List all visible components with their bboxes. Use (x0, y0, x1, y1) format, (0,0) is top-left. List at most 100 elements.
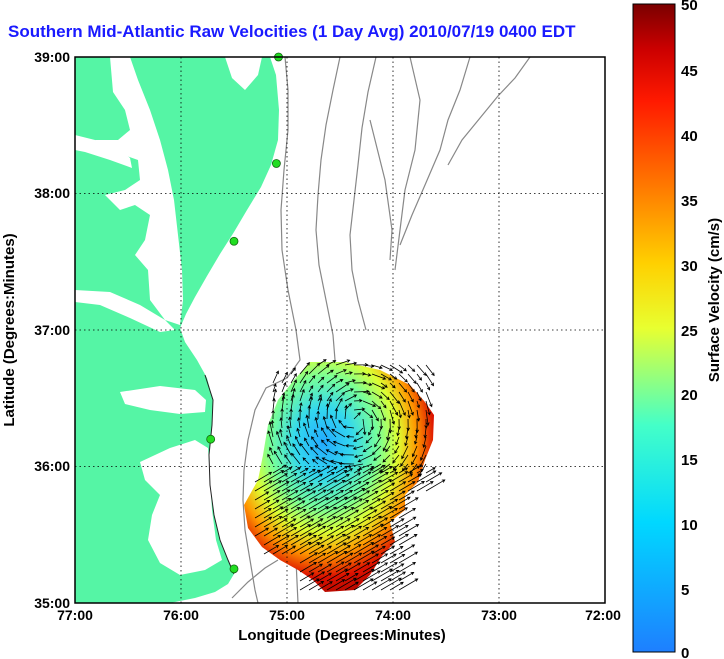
velocity-arrow (281, 381, 287, 393)
colorbar-tick: 30 (681, 258, 698, 275)
velocity-arrow (344, 468, 354, 474)
velocity-arrow (425, 364, 435, 377)
velocity-arrow (254, 471, 273, 483)
velocity-arrow (380, 391, 390, 401)
velocity-arrow (326, 391, 334, 402)
velocity-arrow (254, 480, 273, 492)
velocity-arrow (311, 458, 319, 465)
velocity-arrow (326, 568, 349, 582)
velocity-arrow (380, 400, 387, 409)
velocity-arrow (416, 400, 421, 409)
velocity-arrow (389, 364, 404, 374)
velocity-arrow (353, 516, 372, 528)
velocity-arrow (353, 527, 370, 537)
velocity-arrow (263, 480, 282, 492)
velocity-arrow (283, 441, 292, 456)
velocity-arrow (344, 361, 358, 366)
velocity-arrow (416, 391, 422, 402)
map-plot-area[interactable] (74, 52, 606, 604)
velocity-arrow (308, 525, 327, 537)
velocity-arrow (355, 427, 364, 436)
velocity-arrow (290, 379, 297, 393)
velocity-arrow (317, 376, 325, 384)
velocity-arrow (299, 490, 317, 501)
x-tick: 74:00 (375, 607, 411, 623)
velocity-arrow (263, 506, 284, 519)
velocity-arrow (398, 373, 408, 383)
velocity-arrow (281, 535, 299, 546)
velocity-arrow (302, 457, 310, 465)
velocity-arrow (320, 427, 328, 438)
velocity-arrow (317, 545, 333, 555)
velocity-arrow (335, 518, 351, 528)
velocity-arrow (371, 364, 383, 370)
x-tick: 76:00 (163, 607, 199, 623)
velocity-arrow (380, 498, 399, 510)
velocity-arrow (415, 418, 419, 434)
colorbar-tick: 40 (681, 128, 698, 145)
velocity-arrow (272, 545, 289, 555)
velocity-arrow (326, 561, 345, 573)
velocity-arrow (317, 479, 338, 492)
velocity-arrow (389, 546, 404, 555)
velocity-arrow (344, 525, 363, 537)
velocity-arrow (398, 524, 420, 537)
velocity-arrow (416, 409, 421, 422)
velocity-arrow (401, 463, 409, 472)
velocity-arrow (308, 392, 313, 402)
velocity-arrow (290, 393, 295, 411)
velocity-arrow (263, 490, 281, 501)
velocity-arrow (371, 562, 389, 573)
velocity-arrow (411, 454, 418, 466)
velocity-arrow (362, 400, 377, 407)
velocity-arrow (290, 515, 311, 528)
radar-station-marker (206, 434, 216, 444)
velocity-arrow (425, 391, 433, 408)
velocity-arrow (344, 481, 362, 492)
velocity-arrow (353, 412, 361, 420)
velocity-arrow (335, 577, 357, 591)
velocity-arrow (353, 380, 367, 385)
velocity-arrow (254, 499, 271, 510)
velocity-arrow (342, 425, 355, 429)
velocity-arrow (317, 359, 327, 366)
velocity-arrow (280, 408, 284, 420)
velocity-arrow (335, 572, 350, 582)
velocity-arrow (267, 453, 274, 465)
velocity-arrow (389, 563, 405, 573)
velocity-arrow (335, 473, 350, 483)
velocity-arrow (344, 562, 361, 573)
velocity-arrow (362, 553, 380, 564)
velocity-arrow (317, 394, 322, 402)
velocity-arrow (290, 452, 301, 465)
y-tick: 38:00 (34, 185, 70, 201)
velocity-arrow (281, 480, 301, 492)
velocity-arrow (353, 534, 373, 546)
velocity-arrow (353, 562, 371, 573)
velocity-arrow (371, 445, 382, 456)
velocity-arrow (362, 490, 379, 501)
velocity-arrow (344, 394, 358, 402)
velocity-arrow (423, 427, 427, 439)
velocity-arrow (263, 516, 283, 528)
james-river (75, 290, 175, 332)
velocity-arrow (371, 373, 387, 380)
velocity-arrow (314, 428, 319, 438)
velocity-arrow (397, 418, 401, 431)
velocity-arrow (382, 436, 391, 452)
velocity-arrow (308, 489, 327, 501)
velocity-arrow (335, 382, 350, 393)
velocity-arrow (317, 516, 337, 528)
velocity-arrow (416, 382, 423, 393)
radar-station-marker (229, 564, 239, 574)
velocity-arrow (326, 369, 334, 375)
velocity-arrow (353, 389, 370, 394)
velocity-arrow (299, 523, 322, 537)
velocity-arrow (425, 467, 436, 474)
velocity-arrow (290, 367, 296, 375)
velocity-arrow (298, 408, 302, 420)
velocity-arrow (386, 427, 391, 441)
velocity-arrow (416, 470, 437, 483)
velocity-arrow (362, 479, 382, 492)
velocity-arrow (425, 382, 431, 391)
